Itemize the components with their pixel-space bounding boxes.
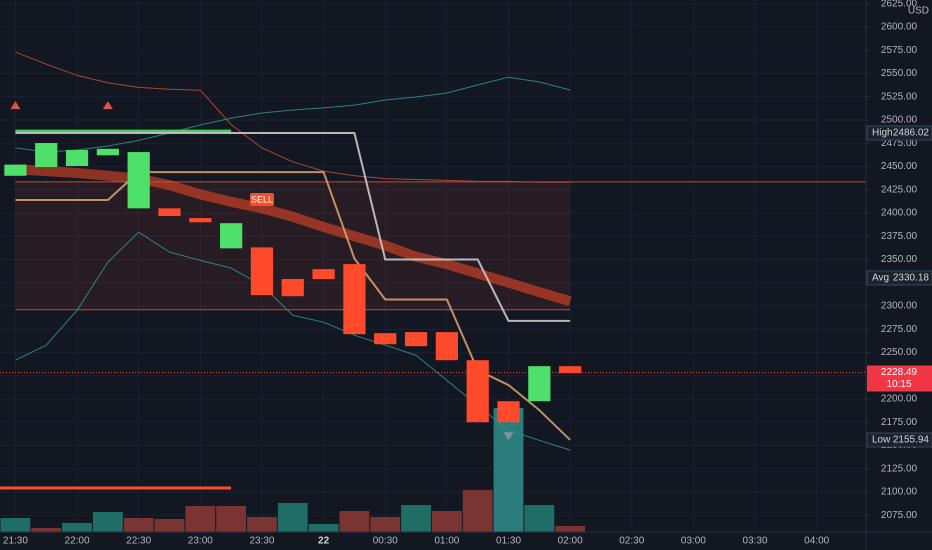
candle-body bbox=[65, 149, 89, 167]
volume-bar bbox=[431, 511, 462, 532]
volume-bar bbox=[247, 517, 277, 532]
overlay-line bbox=[15, 76, 571, 153]
high-badge bbox=[866, 125, 932, 141]
x-tick-label: 21:30 bbox=[3, 536, 28, 547]
volume-bar bbox=[401, 505, 431, 532]
axis: 2075.002100.002125.002150.002175.002200.… bbox=[3, 0, 932, 547]
y-tick-label: 2500.00 bbox=[881, 115, 918, 126]
y-tick-label: 2350.00 bbox=[881, 254, 918, 265]
plot: SELL bbox=[0, 51, 866, 532]
x-tick-label: 23:30 bbox=[249, 536, 274, 547]
high-label: High bbox=[872, 128, 893, 139]
candle-body bbox=[528, 366, 551, 402]
overlay-line bbox=[15, 132, 571, 322]
candle-body bbox=[158, 208, 181, 217]
volume-bar bbox=[308, 524, 339, 532]
avg-label: Avg bbox=[872, 273, 889, 284]
last-badge bbox=[867, 365, 932, 392]
candle-body bbox=[189, 218, 212, 223]
y-tick-label: 2600.00 bbox=[881, 22, 918, 33]
volume-bar bbox=[185, 506, 216, 532]
y-tick-label: 2525.00 bbox=[881, 91, 918, 102]
y-tick-label: 2375.00 bbox=[881, 231, 918, 242]
y-tick-label: 2575.00 bbox=[881, 45, 918, 56]
y-tick-label: 2450.00 bbox=[881, 161, 918, 172]
volume-bar bbox=[524, 505, 555, 532]
avg-badge bbox=[866, 270, 932, 286]
sell-badge bbox=[249, 192, 274, 206]
x-tick-label: 22:30 bbox=[126, 536, 151, 547]
y-tick-label: 2425.00 bbox=[881, 184, 918, 195]
sell-label: SELL bbox=[251, 194, 273, 204]
y-tick-label: 2075.00 bbox=[881, 510, 918, 521]
x-tick-label: 22 bbox=[318, 536, 330, 547]
volume-bar bbox=[339, 511, 370, 532]
low-label: Low bbox=[872, 435, 891, 446]
avg-value: 2330.18 bbox=[893, 273, 930, 284]
last-value: 2228.49 bbox=[881, 367, 918, 378]
y-tick-label: 2175.00 bbox=[881, 417, 918, 428]
currency: USD bbox=[908, 6, 929, 17]
volume-bar bbox=[370, 517, 401, 532]
volume-bar bbox=[493, 408, 524, 532]
y-tick-label: 2475.00 bbox=[881, 138, 918, 149]
volume-bar bbox=[0, 518, 31, 532]
x-tick-label: 23:00 bbox=[188, 536, 213, 547]
x-tick-label: 02:00 bbox=[558, 536, 583, 547]
x-tick-label: 03:00 bbox=[681, 536, 706, 547]
candle-body bbox=[96, 148, 119, 156]
candle-body bbox=[343, 264, 366, 335]
volume-bar bbox=[154, 519, 185, 532]
signal-marker bbox=[102, 101, 113, 110]
x-tick-label: 03:30 bbox=[743, 536, 768, 547]
volume-bar bbox=[277, 503, 308, 532]
high-value: 2486.02 bbox=[893, 128, 930, 139]
signal-marker bbox=[10, 101, 21, 110]
x-tick-label: 22:00 bbox=[65, 536, 90, 547]
candle-body bbox=[127, 152, 150, 209]
low-badge bbox=[866, 432, 932, 448]
overlay-line bbox=[15, 164, 572, 307]
overlay-line bbox=[15, 51, 571, 183]
y-tick-label: 2625.00 bbox=[881, 0, 918, 9]
volume-bar bbox=[123, 518, 154, 532]
volume-bar bbox=[31, 528, 62, 532]
y-tick-label: 2300.00 bbox=[881, 301, 918, 312]
y-tick-label: 2100.00 bbox=[881, 487, 918, 498]
y-tick-label: 2275.00 bbox=[881, 324, 918, 335]
volume-bar bbox=[462, 490, 493, 532]
candle-body bbox=[4, 164, 27, 176]
candle-body bbox=[374, 333, 397, 345]
y-tick-label: 2550.00 bbox=[881, 68, 918, 79]
y-tick-label: 2400.00 bbox=[881, 208, 918, 219]
candle-body bbox=[281, 279, 304, 297]
candle-body bbox=[435, 332, 458, 361]
y-tick-label: 2125.00 bbox=[881, 463, 918, 474]
volume-bar bbox=[62, 523, 92, 532]
candle-body bbox=[466, 360, 489, 423]
candle-body bbox=[497, 401, 520, 423]
candle-body bbox=[559, 366, 582, 374]
x-tick-label: 04:00 bbox=[804, 536, 829, 547]
volume-bar bbox=[216, 506, 247, 532]
x-tick-label: 00:30 bbox=[373, 536, 398, 547]
signal-marker bbox=[503, 432, 514, 441]
volume-bar bbox=[92, 512, 123, 532]
countdown: 10:15 bbox=[886, 379, 911, 390]
candle-body bbox=[404, 332, 428, 347]
y-tick-label: 2250.00 bbox=[881, 347, 918, 358]
candle-body bbox=[35, 143, 58, 168]
y-tick-label: 2200.00 bbox=[881, 394, 918, 405]
candle-body bbox=[312, 269, 335, 280]
candle-body bbox=[250, 247, 274, 296]
x-tick-label: 01:30 bbox=[496, 536, 521, 547]
x-tick-label: 02:30 bbox=[619, 536, 644, 547]
low-value: 2155.94 bbox=[893, 435, 930, 446]
x-tick-label: 01:00 bbox=[434, 536, 459, 547]
volume-bar bbox=[555, 526, 586, 532]
grid bbox=[0, 0, 866, 532]
candle-body bbox=[220, 223, 243, 249]
